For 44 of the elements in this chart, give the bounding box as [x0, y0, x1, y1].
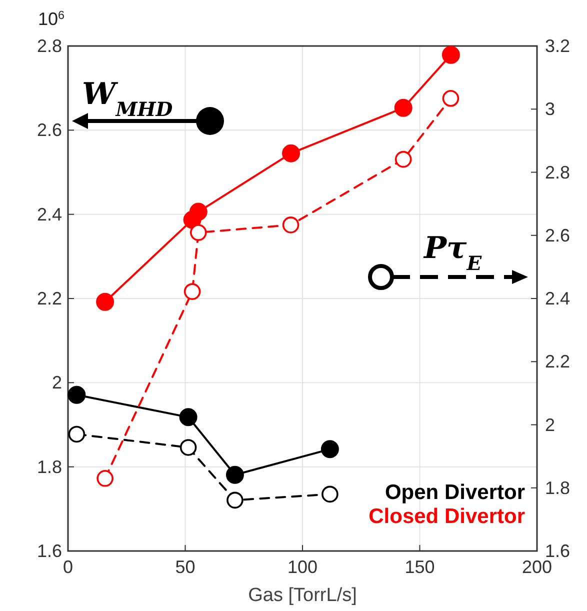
y2-tick-label: 3.2: [545, 36, 570, 56]
point: [184, 283, 201, 300]
y2-tick-label: 3: [545, 99, 556, 120]
y-tick-label: 2: [52, 372, 62, 393]
point: [180, 439, 197, 456]
point: [282, 144, 300, 162]
point: [226, 492, 244, 509]
y2-tick-label: 2.4: [545, 288, 570, 308]
text: Open Divertor: [384, 481, 525, 504]
text: Closed Divertor: [368, 505, 525, 528]
y2-tick-label: 2.2: [545, 352, 570, 372]
point: [179, 408, 198, 426]
y2-tick-label: 2: [545, 414, 556, 435]
y2-tick-label: 1.8: [545, 478, 570, 498]
point: [320, 440, 339, 458]
point: [322, 486, 338, 503]
point: [442, 90, 460, 107]
point: [189, 202, 208, 221]
text: 10$^{6}$: [38, 8, 65, 29]
y-tick-label: 1.8: [36, 456, 62, 477]
point: [442, 46, 460, 64]
x-tick-label: 0: [62, 557, 74, 577]
y-tick-label: 2.4: [36, 204, 62, 224]
y2-axis-title: Pτ$_{E}$: [423, 231, 483, 274]
point: [226, 466, 244, 484]
y-tick-label: 2.6: [36, 120, 62, 140]
y-axis-title: W$_{MHD}$: [82, 77, 173, 120]
point: [394, 98, 412, 117]
point: [96, 292, 114, 311]
y-tick-label: 2.2: [36, 288, 62, 308]
x-tick-label: 100: [287, 557, 318, 577]
point: [68, 386, 86, 404]
y2-tick-label: 2.8: [545, 162, 570, 182]
x-axis-title: Gas [TorrL/s]: [248, 585, 357, 606]
x-tick-label: 150: [404, 557, 435, 577]
y-tick-label: 1.6: [36, 541, 62, 561]
point: [282, 216, 300, 234]
y-tick-label: 2.8: [36, 36, 62, 56]
point: [68, 426, 86, 443]
point: [96, 470, 114, 487]
point: [394, 150, 412, 168]
y2-tick-label: 2.6: [545, 225, 570, 246]
x-tick-label: 50: [175, 557, 196, 577]
point: [190, 224, 207, 241]
